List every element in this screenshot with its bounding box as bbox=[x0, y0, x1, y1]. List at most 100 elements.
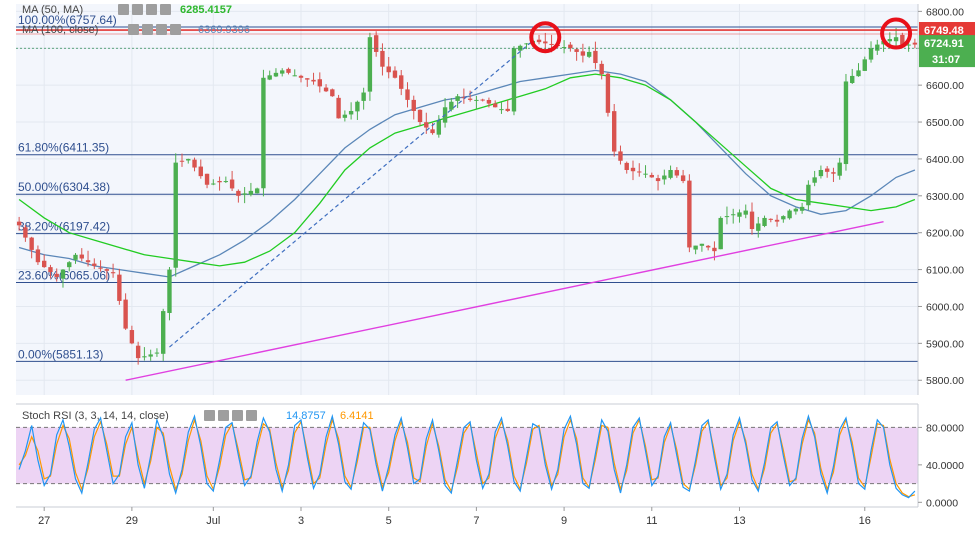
plus-icon[interactable] bbox=[156, 24, 167, 35]
candle-body bbox=[668, 169, 673, 178]
candle-body bbox=[536, 39, 542, 43]
candle-body bbox=[480, 99, 485, 101]
candle-body bbox=[461, 97, 467, 99]
plus-icon[interactable] bbox=[146, 4, 157, 15]
candle-body bbox=[430, 129, 435, 134]
candle-body bbox=[286, 68, 291, 73]
candle-body bbox=[856, 70, 861, 77]
eye-icon[interactable] bbox=[204, 410, 215, 421]
time-tick-label: 27 bbox=[38, 515, 50, 527]
candle-body bbox=[574, 49, 579, 52]
close-icon[interactable] bbox=[246, 410, 257, 421]
candle-body bbox=[630, 167, 636, 172]
price-tick-label: 6600.00 bbox=[926, 80, 964, 92]
ma50-legend-label: MA (50, MA) bbox=[22, 4, 83, 16]
candle-body bbox=[392, 70, 398, 78]
candle-body bbox=[361, 92, 366, 101]
candle-body bbox=[806, 184, 811, 206]
time-tick-label: 9 bbox=[561, 515, 567, 527]
candle-body bbox=[455, 96, 460, 101]
candle-body bbox=[305, 78, 310, 80]
candle-body bbox=[743, 210, 748, 215]
stoch-legend[interactable]: Stoch RSI (3, 3, 14, 14, close) 14.8757 … bbox=[22, 410, 374, 422]
ma100-legend[interactable]: MA (100, close) 6369.9396 bbox=[22, 24, 250, 36]
ma50-legend[interactable]: MA (50, MA) 6285.4157 bbox=[22, 4, 232, 16]
candle-body bbox=[906, 44, 911, 46]
candle-body bbox=[298, 75, 304, 78]
candle-body bbox=[887, 39, 893, 42]
candle-body bbox=[311, 79, 316, 82]
time-axis[interactable]: 27 29 Jul 3 5 7 9 11 13 16 bbox=[16, 506, 918, 527]
candle-body bbox=[179, 160, 185, 162]
ma100-legend-value: 6369.9396 bbox=[198, 24, 250, 36]
candle-body bbox=[756, 223, 761, 231]
price-tick-label: 5800.00 bbox=[926, 375, 964, 387]
candle-body bbox=[123, 299, 128, 329]
candle-body bbox=[186, 158, 191, 161]
candle-body bbox=[85, 260, 91, 263]
candle-body bbox=[405, 89, 410, 100]
candle-body bbox=[29, 237, 34, 250]
candle-body bbox=[787, 210, 792, 219]
candle-body bbox=[893, 37, 899, 42]
close-icon[interactable] bbox=[160, 4, 171, 15]
time-tick-label: 5 bbox=[386, 515, 392, 527]
stoch-tick-label: 80.0000 bbox=[926, 422, 964, 434]
candle-body bbox=[292, 75, 297, 77]
plus-icon[interactable] bbox=[232, 410, 243, 421]
candle-body bbox=[248, 190, 254, 195]
candle-body bbox=[110, 272, 116, 274]
candle-body bbox=[92, 263, 97, 266]
candle-body bbox=[486, 99, 492, 104]
candle-body bbox=[843, 81, 849, 165]
candle-body bbox=[204, 173, 210, 185]
candle-body bbox=[104, 269, 110, 271]
highlight-circle bbox=[880, 17, 913, 50]
eye-icon[interactable] bbox=[128, 24, 139, 35]
candle-body bbox=[135, 345, 141, 359]
fib-level-label: 100.00%(6757.64) bbox=[18, 13, 117, 27]
candle-body bbox=[687, 180, 692, 248]
candle-body bbox=[655, 178, 661, 182]
candle-body bbox=[624, 162, 629, 170]
candle-body bbox=[580, 51, 586, 56]
time-tick-label: 3 bbox=[298, 515, 304, 527]
candle-body bbox=[731, 214, 736, 216]
gear-icon[interactable] bbox=[132, 4, 143, 15]
time-tick-label: Jul bbox=[206, 515, 220, 527]
candle-body bbox=[41, 260, 47, 268]
legend-buttons-ma50[interactable] bbox=[118, 4, 171, 15]
eye-icon[interactable] bbox=[118, 4, 129, 15]
price-grid bbox=[16, 4, 918, 507]
candle-body bbox=[561, 47, 567, 49]
last-price-label: 6724.91 bbox=[924, 38, 964, 50]
candle-body bbox=[868, 48, 874, 60]
candle-body bbox=[67, 262, 72, 268]
candle-body bbox=[900, 34, 905, 45]
candle-body bbox=[73, 254, 78, 260]
legend-buttons-ma100[interactable] bbox=[128, 24, 181, 35]
candle-body bbox=[23, 227, 28, 238]
gear-icon[interactable] bbox=[218, 410, 229, 421]
candle-body bbox=[117, 274, 122, 301]
stoch-axis[interactable]: 0.0000 40.0000 80.0000 bbox=[917, 404, 964, 509]
candle-body bbox=[674, 170, 680, 176]
candle-body bbox=[417, 109, 423, 123]
gear-icon[interactable] bbox=[142, 24, 153, 35]
candle-body bbox=[173, 162, 178, 268]
candle-body bbox=[60, 269, 66, 279]
candle-body bbox=[142, 356, 147, 358]
candle-body bbox=[35, 249, 41, 263]
price-tick-label: 6800.00 bbox=[926, 6, 964, 18]
candle-body bbox=[386, 66, 391, 73]
stoch-rsi-lines bbox=[18, 413, 916, 499]
legend-buttons-stoch[interactable] bbox=[204, 410, 257, 421]
last-price-badge bbox=[919, 35, 975, 68]
candle-body bbox=[862, 59, 867, 71]
candle-body bbox=[355, 101, 360, 112]
close-icon[interactable] bbox=[170, 24, 181, 35]
dashed-trendline bbox=[169, 40, 534, 348]
candle-body bbox=[373, 35, 379, 52]
candle-body bbox=[505, 108, 510, 111]
